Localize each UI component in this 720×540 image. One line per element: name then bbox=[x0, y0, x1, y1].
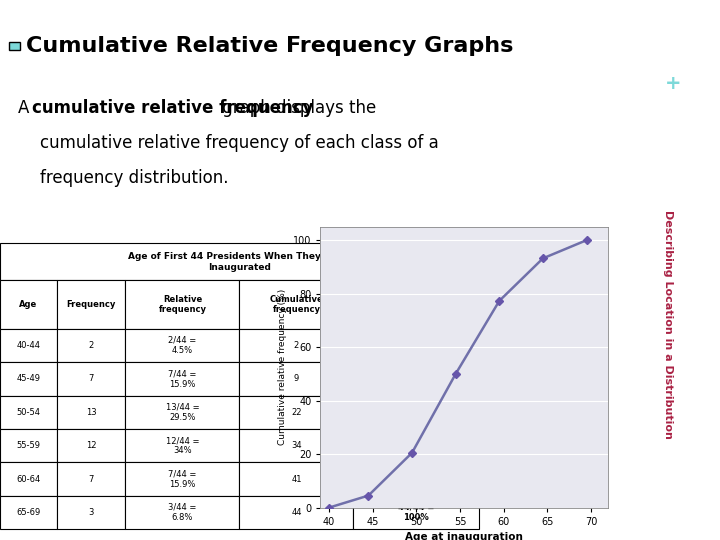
Y-axis label: Cumulative relative frequency (%): Cumulative relative frequency (%) bbox=[279, 289, 287, 446]
Text: 12: 12 bbox=[86, 441, 96, 450]
Text: 2/44 =
4.5%: 2/44 = 4.5% bbox=[168, 336, 197, 355]
FancyBboxPatch shape bbox=[57, 396, 125, 429]
Text: 60-64: 60-64 bbox=[17, 475, 40, 484]
Text: Relative
frequency: Relative frequency bbox=[158, 295, 207, 314]
Text: Cumulative
frequency: Cumulative frequency bbox=[269, 295, 323, 314]
Text: 44: 44 bbox=[291, 508, 302, 517]
FancyBboxPatch shape bbox=[239, 462, 354, 496]
Text: 34: 34 bbox=[291, 441, 302, 450]
Text: cumulative relative frequency of each class of a: cumulative relative frequency of each cl… bbox=[40, 134, 438, 152]
FancyBboxPatch shape bbox=[125, 462, 239, 496]
FancyBboxPatch shape bbox=[239, 280, 354, 329]
Text: 65-69: 65-69 bbox=[17, 508, 40, 517]
Text: Age: Age bbox=[19, 300, 37, 309]
Text: Age of First 44 Presidents When They Were
Inaugurated: Age of First 44 Presidents When They Wer… bbox=[128, 252, 351, 272]
Text: 13/44 =
29.5%: 13/44 = 29.5% bbox=[166, 403, 199, 422]
Text: 34/44 =
77.3%: 34/44 = 77.3% bbox=[398, 436, 434, 455]
Text: 12/44 =
34%: 12/44 = 34% bbox=[166, 436, 199, 455]
FancyBboxPatch shape bbox=[354, 429, 479, 462]
FancyBboxPatch shape bbox=[125, 280, 239, 329]
FancyBboxPatch shape bbox=[0, 496, 57, 529]
FancyBboxPatch shape bbox=[239, 496, 354, 529]
Text: 7/44 =
15.9%: 7/44 = 15.9% bbox=[168, 469, 197, 489]
Text: 41: 41 bbox=[291, 475, 302, 484]
FancyBboxPatch shape bbox=[57, 329, 125, 362]
Text: 7: 7 bbox=[89, 475, 94, 484]
Text: 45-49: 45-49 bbox=[17, 374, 40, 383]
Text: 55-59: 55-59 bbox=[17, 441, 40, 450]
Text: 3: 3 bbox=[89, 508, 94, 517]
Text: Describing Location in a Distribution: Describing Location in a Distribution bbox=[663, 210, 672, 438]
FancyBboxPatch shape bbox=[125, 429, 239, 462]
Text: 2: 2 bbox=[89, 341, 94, 350]
FancyBboxPatch shape bbox=[354, 280, 479, 329]
Text: 7/44 =
15.9%: 7/44 = 15.9% bbox=[168, 369, 197, 389]
FancyBboxPatch shape bbox=[57, 280, 125, 329]
FancyBboxPatch shape bbox=[57, 462, 125, 496]
FancyBboxPatch shape bbox=[354, 329, 479, 362]
Text: 2/44 =
4.5%: 2/44 = 4.5% bbox=[401, 336, 431, 355]
FancyBboxPatch shape bbox=[354, 396, 479, 429]
Text: cumulative relative frequency: cumulative relative frequency bbox=[32, 99, 313, 117]
FancyBboxPatch shape bbox=[239, 396, 354, 429]
FancyBboxPatch shape bbox=[0, 396, 57, 429]
FancyBboxPatch shape bbox=[125, 329, 239, 362]
Text: Cumulative Relative Frequency Graphs: Cumulative Relative Frequency Graphs bbox=[27, 36, 514, 56]
Text: 3/44 =
6.8%: 3/44 = 6.8% bbox=[168, 503, 197, 522]
FancyBboxPatch shape bbox=[0, 429, 57, 462]
FancyBboxPatch shape bbox=[125, 496, 239, 529]
FancyBboxPatch shape bbox=[125, 362, 239, 396]
Text: 40-44: 40-44 bbox=[17, 341, 40, 350]
FancyBboxPatch shape bbox=[125, 396, 239, 429]
Text: 9/44 =
20.5%: 9/44 = 20.5% bbox=[401, 369, 431, 389]
FancyBboxPatch shape bbox=[57, 362, 125, 396]
Text: graph displays the: graph displays the bbox=[217, 99, 376, 117]
Text: 41/44 =
93.2%: 41/44 = 93.2% bbox=[398, 469, 434, 489]
X-axis label: Age at inauguration: Age at inauguration bbox=[405, 532, 523, 540]
FancyBboxPatch shape bbox=[354, 496, 479, 529]
Text: 2: 2 bbox=[294, 341, 299, 350]
FancyBboxPatch shape bbox=[239, 329, 354, 362]
Text: 13: 13 bbox=[86, 408, 96, 417]
Text: A: A bbox=[19, 99, 35, 117]
FancyBboxPatch shape bbox=[0, 362, 57, 396]
Text: Frequency: Frequency bbox=[66, 300, 116, 309]
FancyBboxPatch shape bbox=[57, 496, 125, 529]
Text: 22/44 =
50.0%: 22/44 = 50.0% bbox=[398, 403, 434, 422]
Text: 50-54: 50-54 bbox=[17, 408, 40, 417]
FancyBboxPatch shape bbox=[0, 243, 479, 280]
FancyBboxPatch shape bbox=[239, 429, 354, 462]
Text: 9: 9 bbox=[294, 374, 299, 383]
FancyBboxPatch shape bbox=[354, 462, 479, 496]
Text: 7: 7 bbox=[89, 374, 94, 383]
FancyBboxPatch shape bbox=[0, 280, 57, 329]
FancyBboxPatch shape bbox=[0, 329, 57, 362]
FancyBboxPatch shape bbox=[57, 429, 125, 462]
Text: frequency distribution.: frequency distribution. bbox=[40, 169, 228, 187]
Text: +: + bbox=[665, 74, 681, 93]
FancyBboxPatch shape bbox=[0, 462, 57, 496]
FancyBboxPatch shape bbox=[239, 362, 354, 396]
Text: 22: 22 bbox=[291, 408, 302, 417]
Text: 44/44 =
100%: 44/44 = 100% bbox=[398, 503, 434, 522]
Text: Cumulative
relative
frequency: Cumulative relative frequency bbox=[390, 289, 443, 320]
FancyBboxPatch shape bbox=[354, 362, 479, 396]
FancyBboxPatch shape bbox=[9, 43, 20, 50]
